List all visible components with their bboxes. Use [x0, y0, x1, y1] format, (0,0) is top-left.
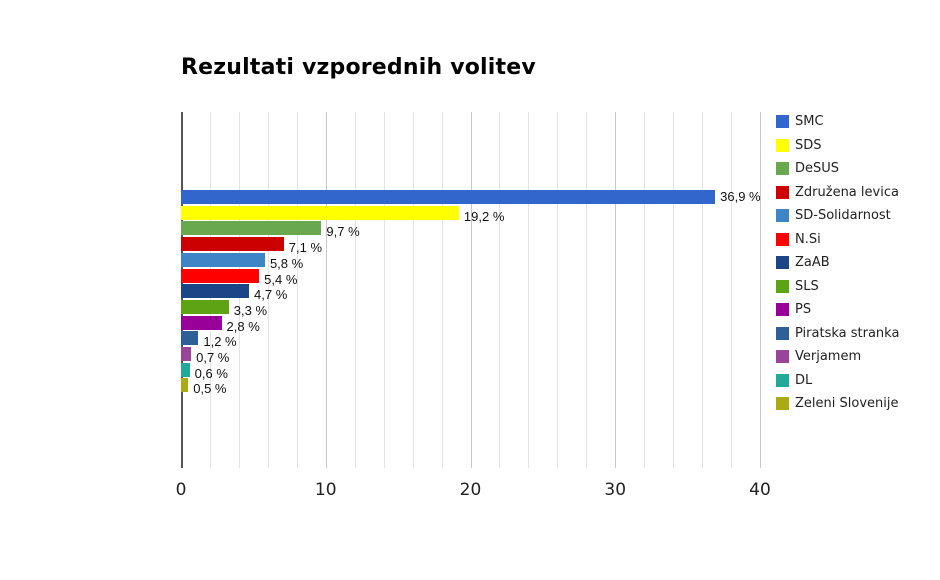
- bar-value-label: 0,7 %: [196, 350, 230, 365]
- legend-label: Zeleni Slovenije: [795, 396, 899, 412]
- gridline: [557, 112, 559, 468]
- gridline: [441, 112, 443, 468]
- gridline: [731, 112, 733, 468]
- bar-value-label: 0,5 %: [193, 381, 227, 397]
- legend-item[interactable]: DL: [776, 369, 899, 393]
- bar-value-label: 4,7 %: [254, 287, 288, 303]
- legend-item[interactable]: Verjamem: [776, 345, 899, 369]
- x-tick-label: 20: [459, 480, 482, 500]
- x-tick-label: 40: [749, 480, 771, 500]
- gridline: [354, 112, 356, 468]
- legend-swatch-icon: [776, 115, 789, 129]
- bar-value-label: 2,8 %: [226, 318, 260, 334]
- bar-ps[interactable]: [181, 315, 222, 330]
- bar-zdru-ena-levica[interactable]: [181, 237, 284, 252]
- legend-swatch-icon: [776, 209, 789, 223]
- legend-swatch-icon: [776, 326, 789, 340]
- legend-label: SLS: [795, 278, 819, 294]
- gridline: [499, 112, 501, 468]
- bar-dl[interactable]: [181, 362, 190, 377]
- x-tick-label: 10: [314, 480, 337, 500]
- legend-swatch-icon: [776, 232, 789, 246]
- legend: SMC SDS DeSUS Združena levica SD-Solidarnost…: [776, 110, 899, 416]
- chart-title: Rezultati vzporednih volitev: [181, 55, 536, 80]
- legend-label: SD-Solidarnost: [795, 208, 891, 224]
- legend-item[interactable]: Zeleni Slovenije: [776, 392, 899, 416]
- bar-n-si[interactable]: [181, 268, 260, 283]
- bar-value-label: 36,9 %: [720, 189, 761, 204]
- legend-item[interactable]: SDS: [776, 134, 899, 158]
- legend-swatch-icon: [776, 303, 789, 317]
- bar-value-label: 0,6 %: [194, 365, 228, 381]
- bar-value-label: 7,1 %: [288, 240, 323, 256]
- bar-value-label: 3,3 %: [233, 302, 268, 318]
- legend-label: ZaAB: [795, 255, 830, 271]
- gridline: [296, 112, 298, 468]
- legend-label: Verjamem: [795, 349, 862, 365]
- gridline: [267, 112, 269, 468]
- bar-value-label: 5,4 %: [264, 271, 298, 287]
- gridline: [615, 112, 617, 468]
- plot-area: 36,9 % 19,2 % 9,7 % 7,1 % 5,8 % 5,4 % 4,7 % 3,3…: [181, 112, 781, 468]
- gridline: [644, 112, 646, 468]
- legend-label: Združena levica: [795, 184, 899, 200]
- legend-label: PS: [795, 302, 812, 318]
- bar-zaab[interactable]: [181, 284, 250, 299]
- legend-item[interactable]: Piratska stranka: [776, 322, 899, 346]
- gridline: [325, 112, 327, 468]
- bar-value-label: 9,7 %: [326, 224, 360, 240]
- legend-item[interactable]: N.Si: [776, 228, 899, 252]
- bar-verjamem[interactable]: [181, 347, 192, 361]
- legend-item[interactable]: DeSUS: [776, 157, 899, 181]
- legend-item[interactable]: PS: [776, 298, 899, 322]
- gridline: [528, 112, 530, 468]
- legend-label: SDS: [795, 137, 822, 153]
- bar-zeleni-slovenije[interactable]: [181, 378, 189, 393]
- gridline: [673, 112, 675, 468]
- legend-swatch-icon: [776, 138, 789, 152]
- legend-item[interactable]: SLS: [776, 275, 899, 299]
- bar-sds[interactable]: [181, 205, 459, 220]
- legend-item[interactable]: SD-Solidarnost: [776, 204, 899, 228]
- gridline: [702, 112, 704, 468]
- bar-sd-solidarnost[interactable]: [181, 252, 265, 267]
- gridline: [470, 112, 472, 468]
- gridline: [412, 112, 414, 468]
- legend-label: DeSUS: [795, 161, 840, 177]
- bar-value-label: 19,2 %: [463, 208, 505, 224]
- legend-item[interactable]: SMC: [776, 110, 899, 134]
- legend-item[interactable]: Združena levica: [776, 181, 899, 205]
- x-tick-label: 30: [604, 480, 627, 500]
- legend-swatch-icon: [776, 162, 789, 176]
- legend-label: SMC: [795, 114, 824, 130]
- bar-sls[interactable]: [181, 299, 229, 314]
- legend-label: DL: [795, 372, 813, 388]
- legend-label: Piratska stranka: [795, 325, 900, 341]
- legend-swatch-icon: [776, 397, 789, 411]
- legend-item[interactable]: ZaAB: [776, 251, 899, 275]
- bar-smc[interactable]: [181, 190, 716, 204]
- gridline: [383, 112, 385, 468]
- bar-value-label: 5,8 %: [269, 255, 304, 271]
- legend-swatch-icon: [776, 256, 789, 270]
- legend-label: N.Si: [795, 231, 821, 247]
- x-tick-label: 0: [175, 480, 187, 500]
- legend-swatch-icon: [776, 279, 789, 293]
- gridline: [760, 112, 761, 468]
- legend-swatch-icon: [776, 185, 789, 199]
- legend-swatch-icon: [776, 373, 789, 387]
- gridline: [586, 112, 588, 468]
- bar-value-label: 1,2 %: [203, 334, 237, 350]
- bar-desus[interactable]: [181, 221, 322, 236]
- bar-piratska-stranka[interactable]: [181, 331, 199, 346]
- legend-swatch-icon: [776, 350, 789, 364]
